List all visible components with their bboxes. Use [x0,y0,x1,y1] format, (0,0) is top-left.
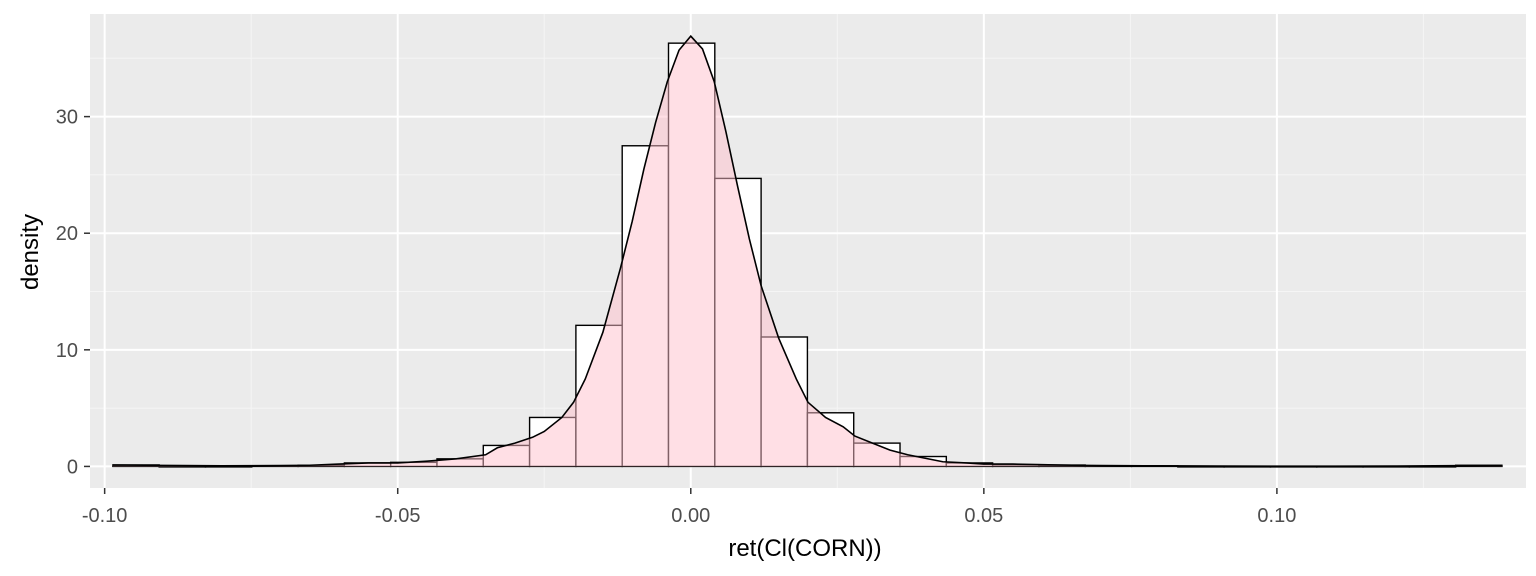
y-tick-label: 0 [67,456,78,478]
minor-gridlines [90,14,1526,488]
histogram-bar [158,465,207,468]
x-tick-label: -0.10 [82,505,128,527]
x-tick-label: 0.05 [964,505,1003,527]
y-axis: 0 10 20 30 [56,107,90,478]
x-axis-title: ret(Cl(CORN)) [728,535,881,562]
y-axis-title: density [17,214,44,290]
x-axis: -0.10 -0.05 0.00 0.05 0.10 [82,488,1296,527]
x-tick-label: -0.05 [375,505,421,527]
y-tick-label: 20 [56,223,78,245]
density-curve [112,34,1502,467]
y-tick-label: 10 [56,340,78,362]
y-tick-label: 30 [56,107,78,129]
x-tick-label: 0.10 [1257,505,1296,527]
x-tick-label: 0.00 [671,505,710,527]
density-line-layer [112,34,1502,467]
